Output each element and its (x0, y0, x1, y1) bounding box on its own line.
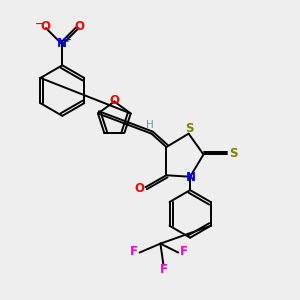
Text: O: O (74, 20, 84, 34)
Text: N: N (186, 170, 196, 184)
Text: H: H (146, 120, 154, 130)
Text: F: F (160, 263, 168, 276)
Text: F: F (130, 245, 138, 258)
Text: O: O (110, 94, 120, 107)
Text: S: S (185, 122, 194, 135)
Text: O: O (134, 182, 144, 195)
Text: S: S (230, 147, 238, 160)
Text: +: + (64, 35, 71, 44)
Text: −: − (35, 18, 44, 28)
Text: N: N (57, 38, 67, 50)
Text: F: F (180, 245, 188, 258)
Text: O: O (40, 20, 50, 34)
